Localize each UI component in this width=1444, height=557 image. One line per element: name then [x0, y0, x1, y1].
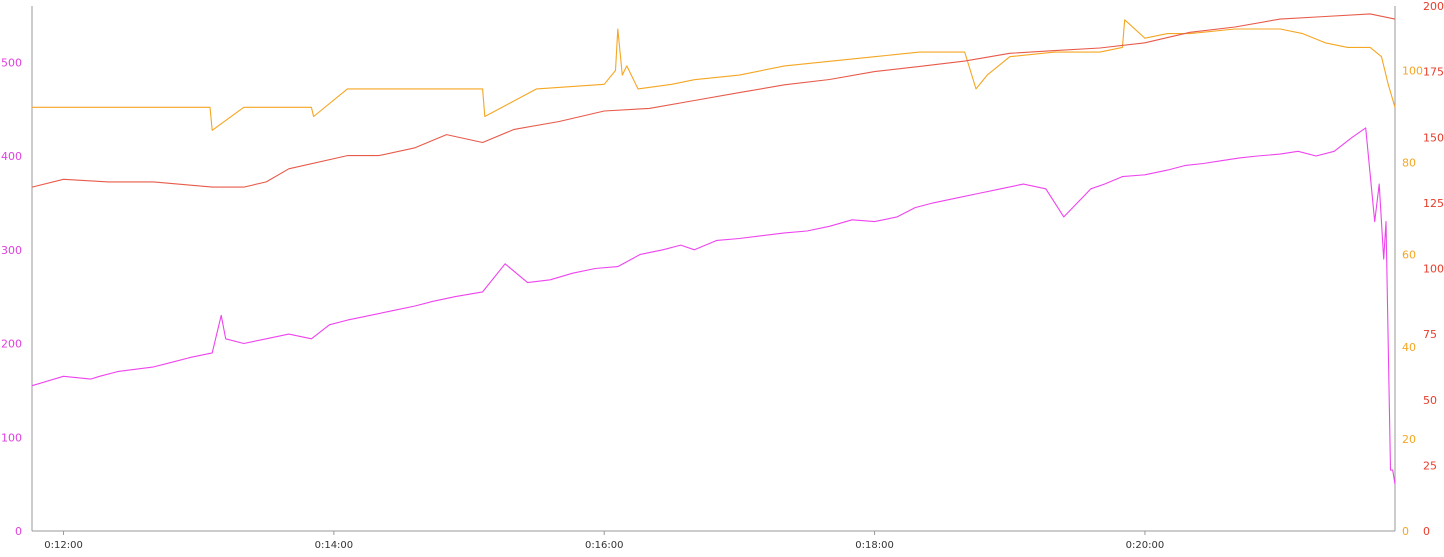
right-outer-tick-label-4: 100: [1423, 263, 1444, 276]
left-tick-label-3: 300: [1, 244, 22, 257]
right-outer-tick-label-1: 25: [1423, 459, 1437, 472]
right-outer-axis-ticks: 0 25 50 75 100 125 150 175 200: [1423, 0, 1444, 538]
series-line-0: [31, 127, 1396, 485]
right-outer-tick-label-0: 0: [1423, 525, 1430, 538]
x-tick-label-2: 0:16:00: [585, 540, 624, 551]
right-outer-tick-label-5: 125: [1423, 197, 1444, 210]
left-tick-label-2: 200: [1, 338, 22, 351]
x-tick-label-3: 0:18:00: [855, 540, 894, 551]
right-outer-tick-label-6: 150: [1423, 131, 1444, 144]
right-outer-tick-label-8: 200: [1423, 0, 1444, 13]
right-outer-tick-label-7: 175: [1423, 66, 1444, 79]
left-tick-label-5: 500: [1, 56, 22, 69]
right-outer-tick-label-2: 50: [1423, 394, 1437, 407]
left-tick-label-4: 400: [1, 150, 22, 163]
x-tick-label-4: 0:20:00: [1126, 540, 1165, 551]
right-inner-tick-label-2: 40: [1402, 341, 1416, 354]
right-outer-tick-label-3: 75: [1423, 328, 1437, 341]
right-inner-tick-label-1: 20: [1402, 433, 1416, 446]
right-inner-tick-label-3: 60: [1402, 249, 1416, 262]
axes-layer: [31, 6, 1396, 532]
x-axis-ticks: 0:12:00 0:14:00 0:16:00 0:18:00 0:20:00: [44, 531, 1164, 551]
right-inner-tick-label-4: 80: [1402, 157, 1416, 170]
right-inner-tick-label-0: 0: [1402, 525, 1409, 538]
series-line-2: [31, 13, 1396, 188]
left-axis-ticks: 0 100 200 300 400 500: [1, 56, 22, 538]
series-layer: [31, 13, 1396, 485]
right-inner-axis-ticks: 0 20 40 60 80 100: [1402, 64, 1423, 538]
left-tick-label-0: 0: [15, 525, 22, 538]
right-inner-tick-label-5: 100: [1402, 64, 1423, 77]
x-tick-label-1: 0:14:00: [315, 540, 354, 551]
left-tick-label-1: 100: [1, 431, 22, 444]
x-tick-label-0: 0:12:00: [44, 540, 83, 551]
series-line-1: [32, 19, 1396, 131]
